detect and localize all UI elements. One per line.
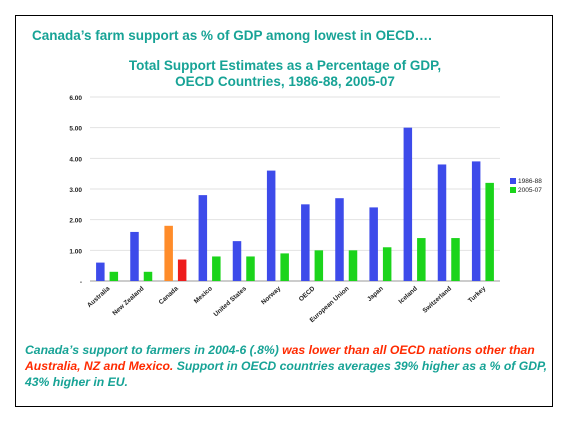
x-tick-label: Turkey xyxy=(467,285,487,304)
slide-frame xyxy=(15,15,553,407)
slide-caption: Canada’s support to farmers in 2004-6 (.… xyxy=(25,342,550,390)
chart-title-line2: OECD Countries, 1986-88, 2005-07 xyxy=(175,74,395,89)
bar xyxy=(96,262,105,281)
legend-swatch xyxy=(510,178,516,184)
x-tick-label: Norway xyxy=(260,285,282,306)
y-tick-label: - xyxy=(80,279,82,286)
x-tick-label: Switzerland xyxy=(422,285,454,314)
caption-part2: was lower than all OECD nations other th… xyxy=(25,343,535,373)
chart-title: Total Support Estimates as a Percentage … xyxy=(75,58,495,90)
bar xyxy=(301,204,310,281)
x-tick-label: Iceland xyxy=(398,285,419,305)
bar xyxy=(417,238,426,281)
bar xyxy=(335,198,344,281)
y-tick-label: 4.00 xyxy=(69,156,82,163)
x-tick-label: New Zealand xyxy=(111,285,145,317)
bar xyxy=(232,241,242,281)
bar xyxy=(198,195,208,281)
legend-swatch xyxy=(510,187,516,193)
y-tick-label: 6.00 xyxy=(69,95,82,102)
bar xyxy=(143,271,153,281)
bar xyxy=(266,170,276,281)
x-tick-label: Australia xyxy=(86,285,112,309)
y-tick-label: 2.00 xyxy=(69,218,82,225)
chart-title-line1: Total Support Estimates as a Percentage … xyxy=(128,58,442,73)
bar xyxy=(212,256,221,281)
y-tick-label: 1.00 xyxy=(69,248,82,255)
x-tick-label: Mexico xyxy=(193,285,214,305)
bar xyxy=(369,207,378,281)
legend-label: 1986-88 xyxy=(518,178,542,185)
y-tick-label: 5.00 xyxy=(69,126,82,133)
bar xyxy=(485,182,494,281)
caption-part1: Canada’s support to farmers in 2004-6 (.… xyxy=(25,343,283,357)
slide-headline: Canada’s farm support as % of GDP among … xyxy=(32,28,432,43)
bar xyxy=(164,225,173,281)
legend-label: 2005-07 xyxy=(518,187,542,194)
bar xyxy=(451,238,460,281)
bar xyxy=(280,253,289,281)
bar xyxy=(109,271,119,281)
x-tick-label: Canada xyxy=(158,285,180,306)
bar xyxy=(314,250,324,281)
bar xyxy=(382,247,392,281)
y-tick-label: 3.00 xyxy=(69,187,82,194)
bar xyxy=(471,161,481,281)
bar xyxy=(246,256,255,281)
caption-part3: Support in OECD countries averages 39% h… xyxy=(25,359,547,389)
x-tick-label: United States xyxy=(213,285,249,318)
bar xyxy=(177,259,187,281)
x-tick-label: OECD xyxy=(298,285,317,303)
bar xyxy=(130,231,139,281)
bar xyxy=(403,127,413,282)
bar xyxy=(348,250,358,281)
x-tick-label: Japan xyxy=(366,285,385,303)
bar xyxy=(437,164,447,281)
